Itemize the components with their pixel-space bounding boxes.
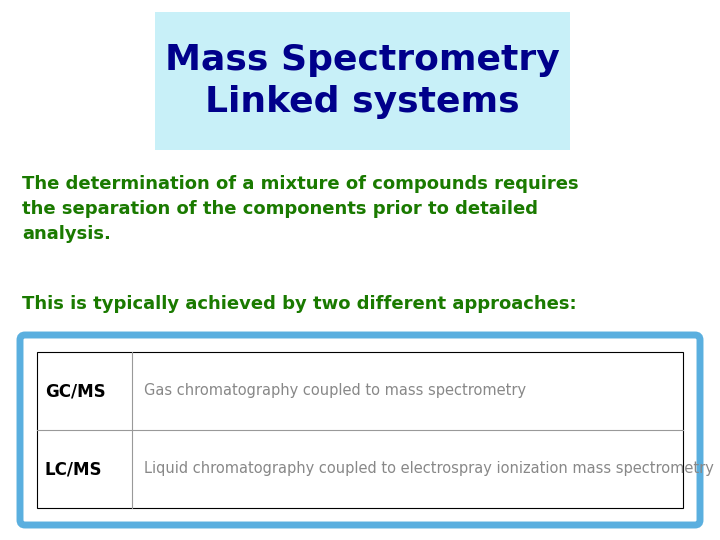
Text: Gas chromatography coupled to mass spectrometry: Gas chromatography coupled to mass spect… — [144, 383, 526, 399]
Bar — [155, 12, 570, 150]
FancyBboxPatch shape — [20, 335, 700, 525]
Text: Mass Spectrometry
Linked systems: Mass Spectrometry Linked systems — [165, 43, 560, 119]
Text: The determination of a mixture of compounds requires
the separation of the compo: The determination of a mixture of compou… — [22, 175, 579, 243]
Bar — [37, 352, 683, 508]
Text: GC/MS: GC/MS — [45, 382, 106, 400]
Text: This is typically achieved by two different approaches:: This is typically achieved by two differ… — [22, 295, 577, 313]
Text: LC/MS: LC/MS — [45, 460, 102, 478]
Text: Liquid chromatography coupled to electrospray ionization mass spectrometry: Liquid chromatography coupled to electro… — [144, 462, 714, 476]
